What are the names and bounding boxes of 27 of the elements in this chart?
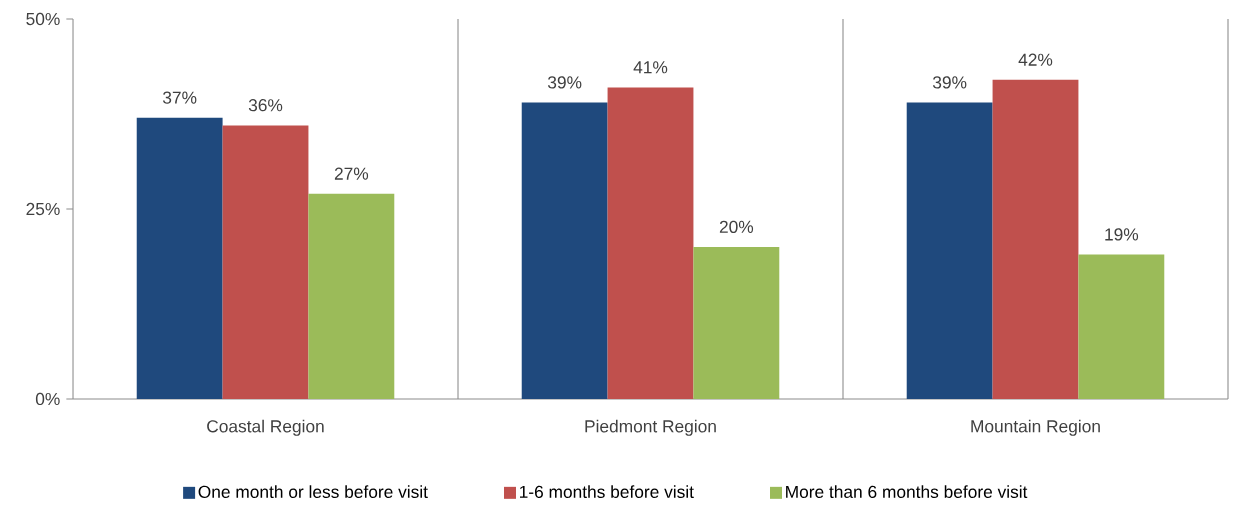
data-label: 36% xyxy=(248,99,283,112)
bar xyxy=(136,117,223,399)
y-tick-label: 0% xyxy=(35,392,60,406)
x-tick-label: Mountain Region xyxy=(971,419,1100,436)
data-label: 19% xyxy=(1105,228,1139,241)
data-label: 39% xyxy=(547,76,582,89)
bar xyxy=(607,87,694,399)
legend-label: One month or less before visit xyxy=(198,485,428,498)
data-label: 41% xyxy=(633,61,668,74)
data-label: 42% xyxy=(1018,53,1053,66)
legend-label: More than 6 months before visit xyxy=(786,485,1028,498)
bar xyxy=(521,102,608,399)
x-tick-label: Coastal Region xyxy=(207,419,324,436)
y-tick-label: 25% xyxy=(26,202,60,216)
data-label: 37% xyxy=(162,91,197,104)
bar xyxy=(222,125,309,399)
bar xyxy=(308,193,395,399)
data-label: 39% xyxy=(932,76,967,89)
x-tick-label: Piedmont Region xyxy=(585,419,716,436)
bar xyxy=(992,79,1079,399)
bar xyxy=(906,102,993,399)
legend-label: 1-6 months before visit xyxy=(520,485,694,498)
data-label: 27% xyxy=(334,167,369,180)
data-label: 20% xyxy=(719,220,754,233)
y-tick-label: 50% xyxy=(26,12,60,26)
bar xyxy=(693,246,780,399)
bar xyxy=(1078,254,1165,399)
